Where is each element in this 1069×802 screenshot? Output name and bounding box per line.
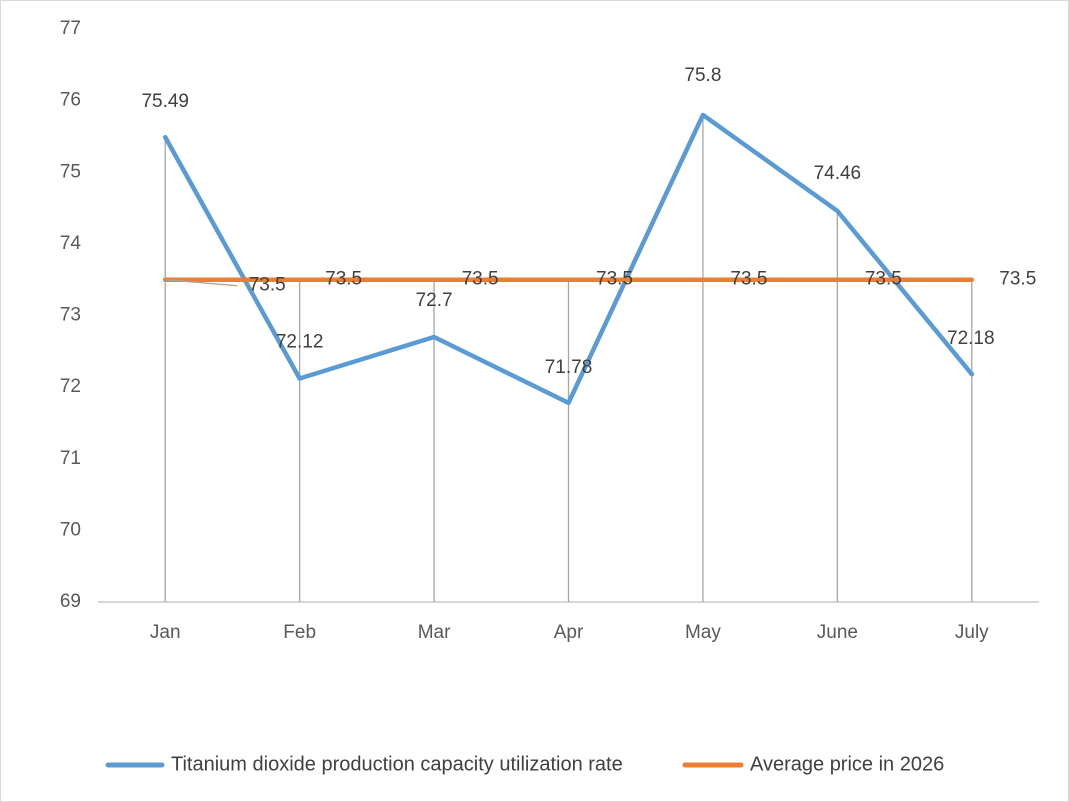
data-label: 72.12 — [276, 332, 324, 353]
data-label: 71.78 — [545, 357, 593, 378]
data-label: 75.8 — [684, 65, 721, 86]
data-label: 73.5 — [730, 269, 767, 290]
data-label: 74.46 — [814, 163, 862, 184]
x-tick-label: Apr — [554, 622, 584, 643]
data-label: 73.5 — [596, 269, 633, 290]
series-line-0 — [162, 112, 975, 406]
data-label: 72.7 — [416, 290, 453, 311]
data-label: 73.5 — [999, 269, 1036, 290]
x-tick-label: June — [817, 622, 858, 643]
data-label: 72.18 — [947, 328, 995, 349]
y-tick-label: 74 — [60, 233, 82, 254]
data-label: 73.5 — [325, 269, 362, 290]
x-tick-label: Jan — [150, 622, 181, 643]
x-tick-label: July — [955, 622, 989, 643]
y-tick-label: 77 — [60, 18, 81, 39]
y-tick-label: 75 — [60, 161, 81, 182]
y-tick-label: 70 — [60, 519, 81, 540]
y-tick-label: 69 — [60, 591, 81, 612]
data-label: 75.49 — [141, 91, 189, 112]
data-label: 73.5 — [865, 269, 902, 290]
x-tick-label: May — [685, 622, 721, 643]
y-tick-label: 72 — [60, 376, 81, 397]
x-tick-label: Mar — [418, 622, 451, 643]
legend-label: Average price in 2026 — [750, 753, 944, 775]
x-tick-label: Feb — [283, 622, 316, 643]
y-tick-label: 73 — [60, 305, 81, 326]
data-label: 73.5 — [249, 275, 286, 296]
legend-label: Titanium dioxide production capacity uti… — [171, 753, 623, 775]
y-tick-label: 71 — [60, 448, 81, 469]
data-label: 73.5 — [462, 269, 499, 290]
leader-line — [165, 279, 238, 287]
y-tick-label: 76 — [60, 90, 81, 111]
